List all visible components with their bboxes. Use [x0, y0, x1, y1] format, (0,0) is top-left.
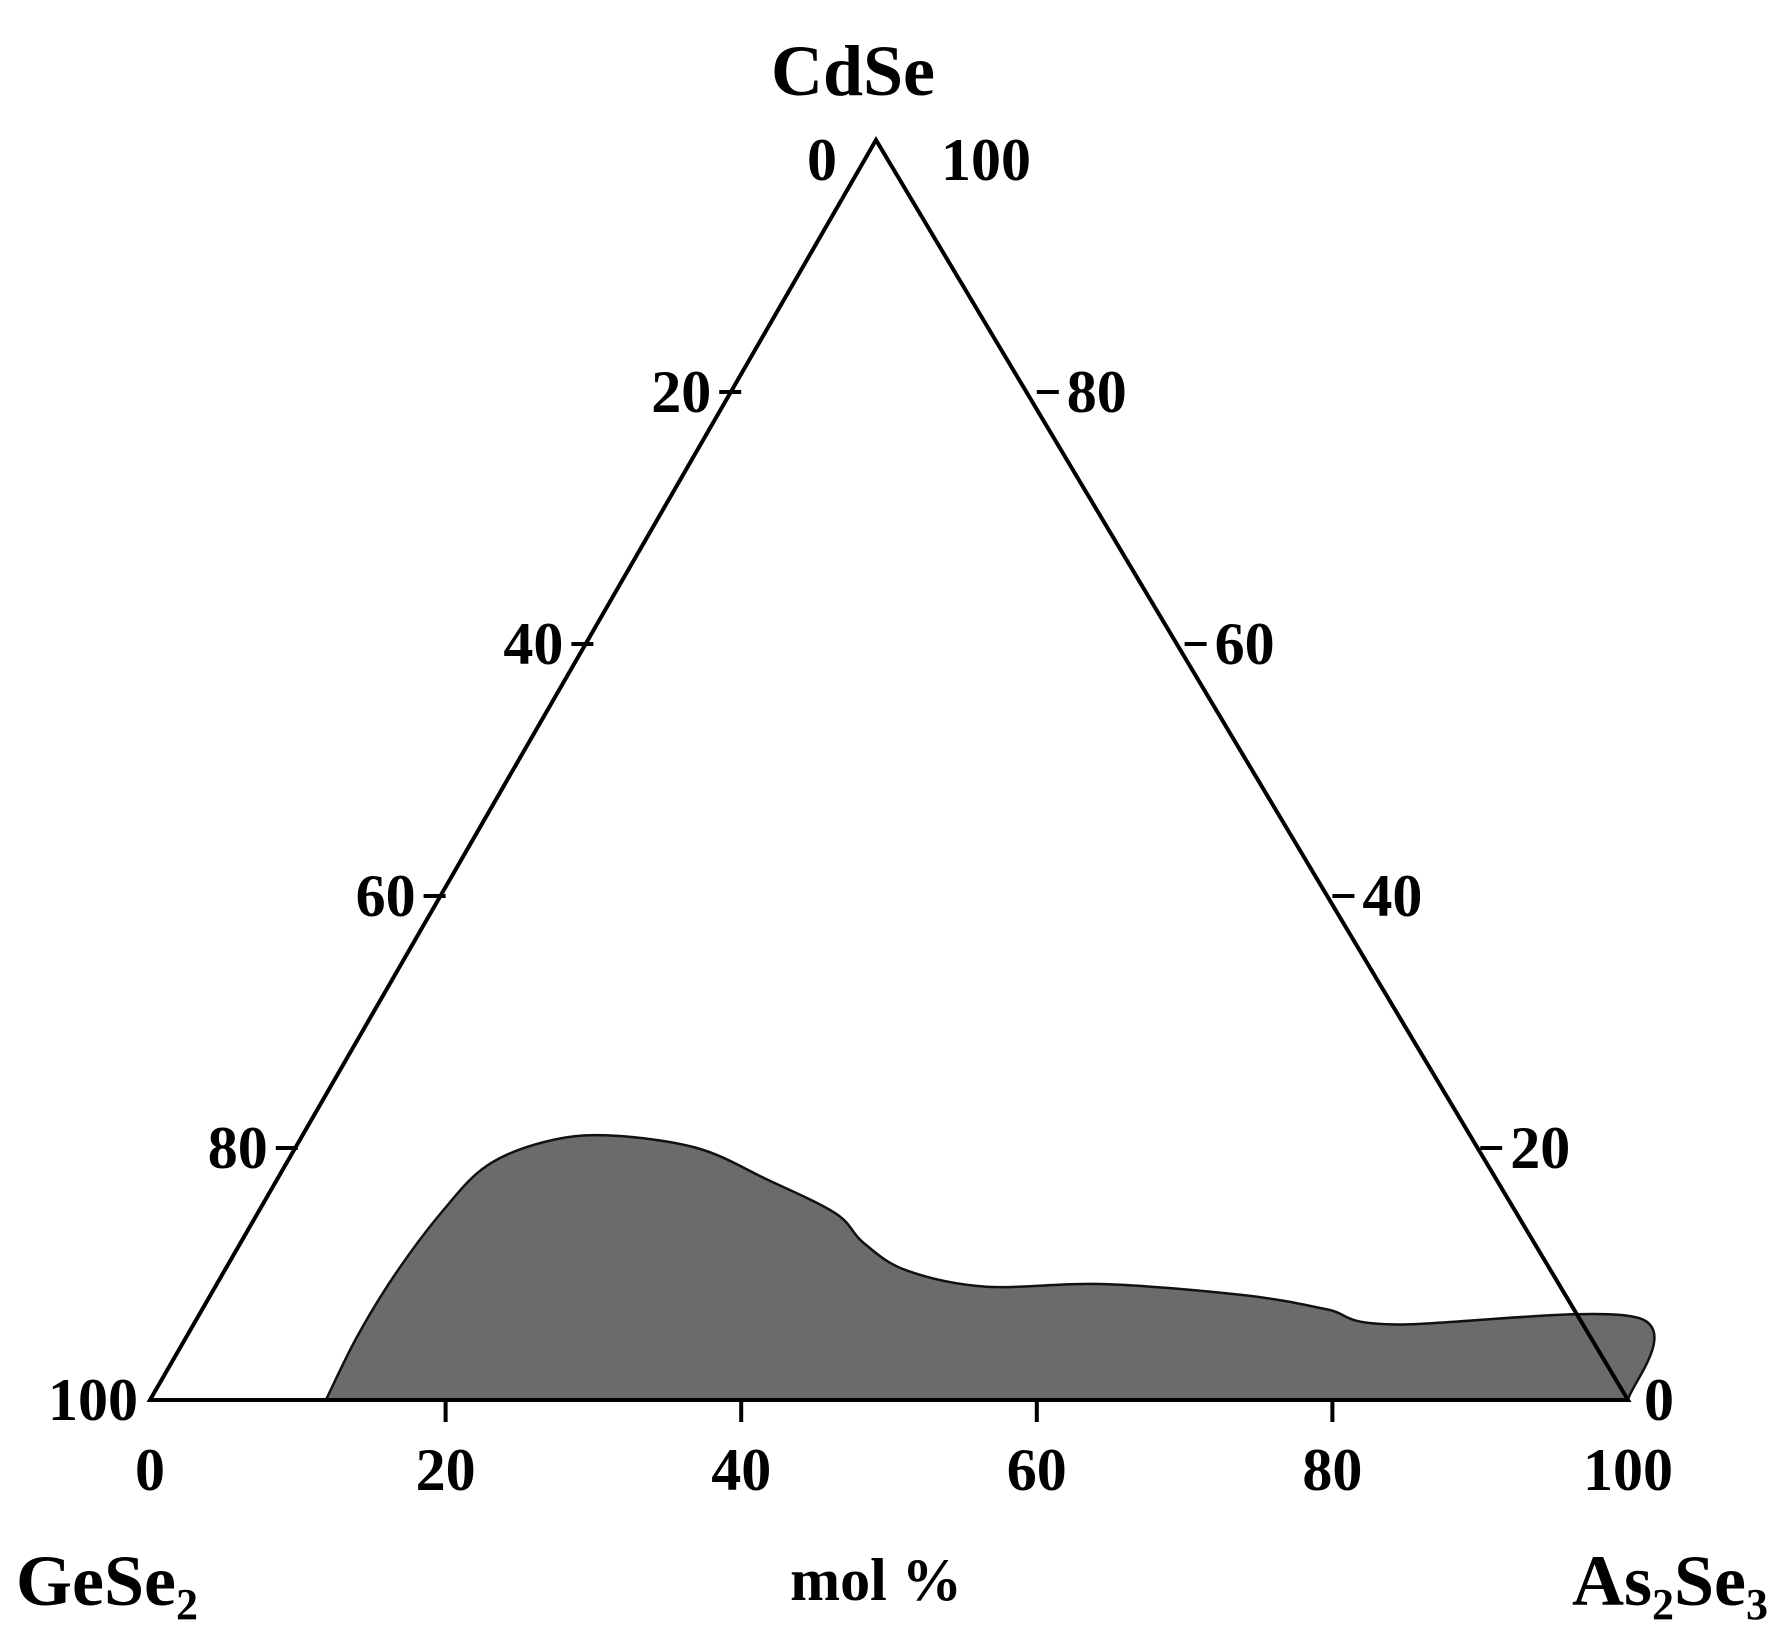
glass-forming-region [323, 1133, 1656, 1402]
bottom-tick-label-0: 0 [135, 1437, 165, 1503]
left-tick-label-0: 0 [807, 127, 837, 193]
left-tick-label-40: 40 [503, 611, 563, 677]
bottom-tick-label-100: 100 [1583, 1437, 1673, 1503]
right-tick-label-0: 0 [1644, 1367, 1674, 1433]
bottom-tick-label-40: 40 [711, 1437, 771, 1503]
tick-layer [275, 390, 1503, 1422]
bottom-tick-label-80: 80 [1302, 1437, 1362, 1503]
glass-region-layer [323, 1133, 1656, 1402]
left-tick-label-20: 20 [651, 359, 711, 425]
triangle-outline [146, 136, 1632, 1402]
vertex-label-left: GeSe2 [16, 1541, 198, 1629]
vertex-label-top: CdSe [771, 31, 935, 111]
right-tick-label-60: 60 [1215, 611, 1275, 677]
right-tick-label-80: 80 [1067, 359, 1127, 425]
unit-label: mol % [790, 1547, 962, 1613]
left-tick-label-60: 60 [356, 863, 416, 929]
right-tick-label-20: 20 [1510, 1115, 1570, 1181]
left-tick-label-100: 100 [48, 1367, 138, 1433]
right-tick-label-100: 100 [941, 127, 1031, 193]
bottom-tick-label-20: 20 [416, 1437, 476, 1503]
right-tick-label-40: 40 [1362, 863, 1422, 929]
left-tick-label-80: 80 [208, 1115, 268, 1181]
bottom-tick-label-60: 60 [1007, 1437, 1067, 1503]
vertex-label-right: As2Se3 [1572, 1541, 1768, 1629]
